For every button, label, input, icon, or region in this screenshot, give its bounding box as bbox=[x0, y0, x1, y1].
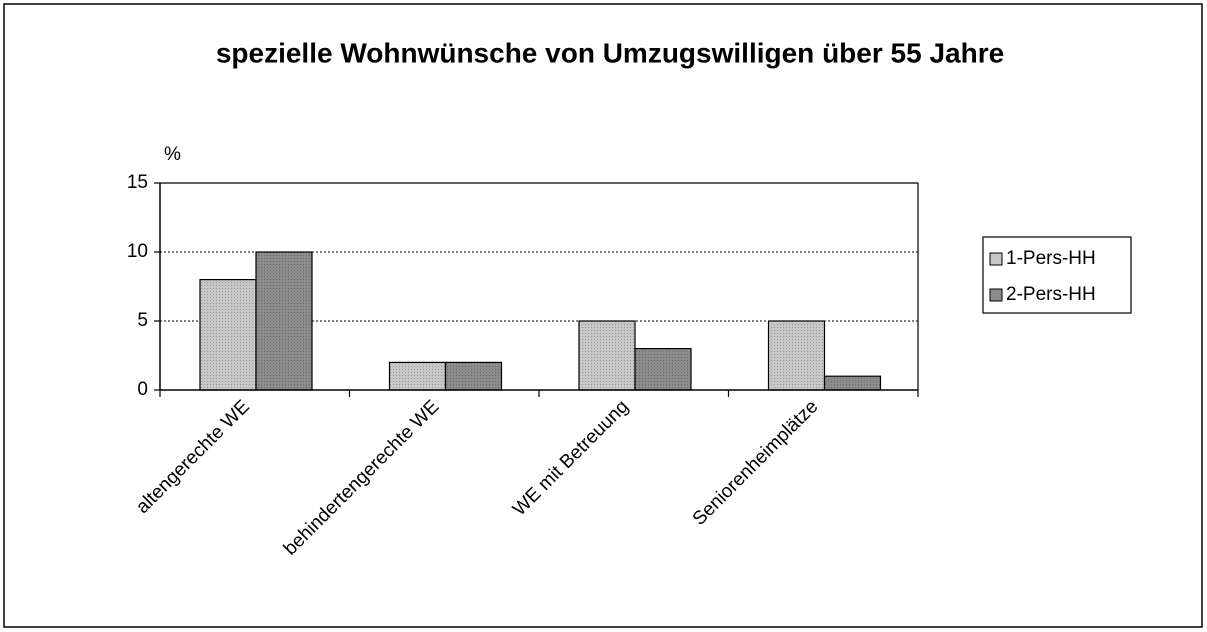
bar-texture bbox=[445, 362, 502, 390]
bar-texture bbox=[768, 321, 825, 390]
y-tick-label: 0 bbox=[137, 379, 148, 400]
y-tick-label: 15 bbox=[127, 172, 148, 193]
y-tick-label: 5 bbox=[137, 310, 148, 331]
frame bbox=[3, 3, 1203, 628]
bar-texture bbox=[635, 348, 691, 390]
legend-label: 2-Pers-HH bbox=[1006, 284, 1096, 305]
plot-border bbox=[160, 182, 919, 390]
bar-texture bbox=[824, 376, 881, 390]
legend-swatch bbox=[989, 288, 1003, 302]
chart-title: spezielle Wohnwünsche von Umzugswilligen… bbox=[216, 37, 1004, 68]
y-tick-label: 10 bbox=[127, 241, 148, 262]
y-axis-label: % bbox=[164, 144, 181, 165]
bar-texture bbox=[200, 279, 256, 390]
legend-label: 1-Pers-HH bbox=[1006, 248, 1096, 269]
bar-texture bbox=[256, 252, 312, 390]
legend-box bbox=[982, 236, 1132, 314]
bar-texture bbox=[579, 321, 635, 390]
bar-texture bbox=[389, 362, 446, 390]
legend-swatch bbox=[989, 252, 1003, 266]
